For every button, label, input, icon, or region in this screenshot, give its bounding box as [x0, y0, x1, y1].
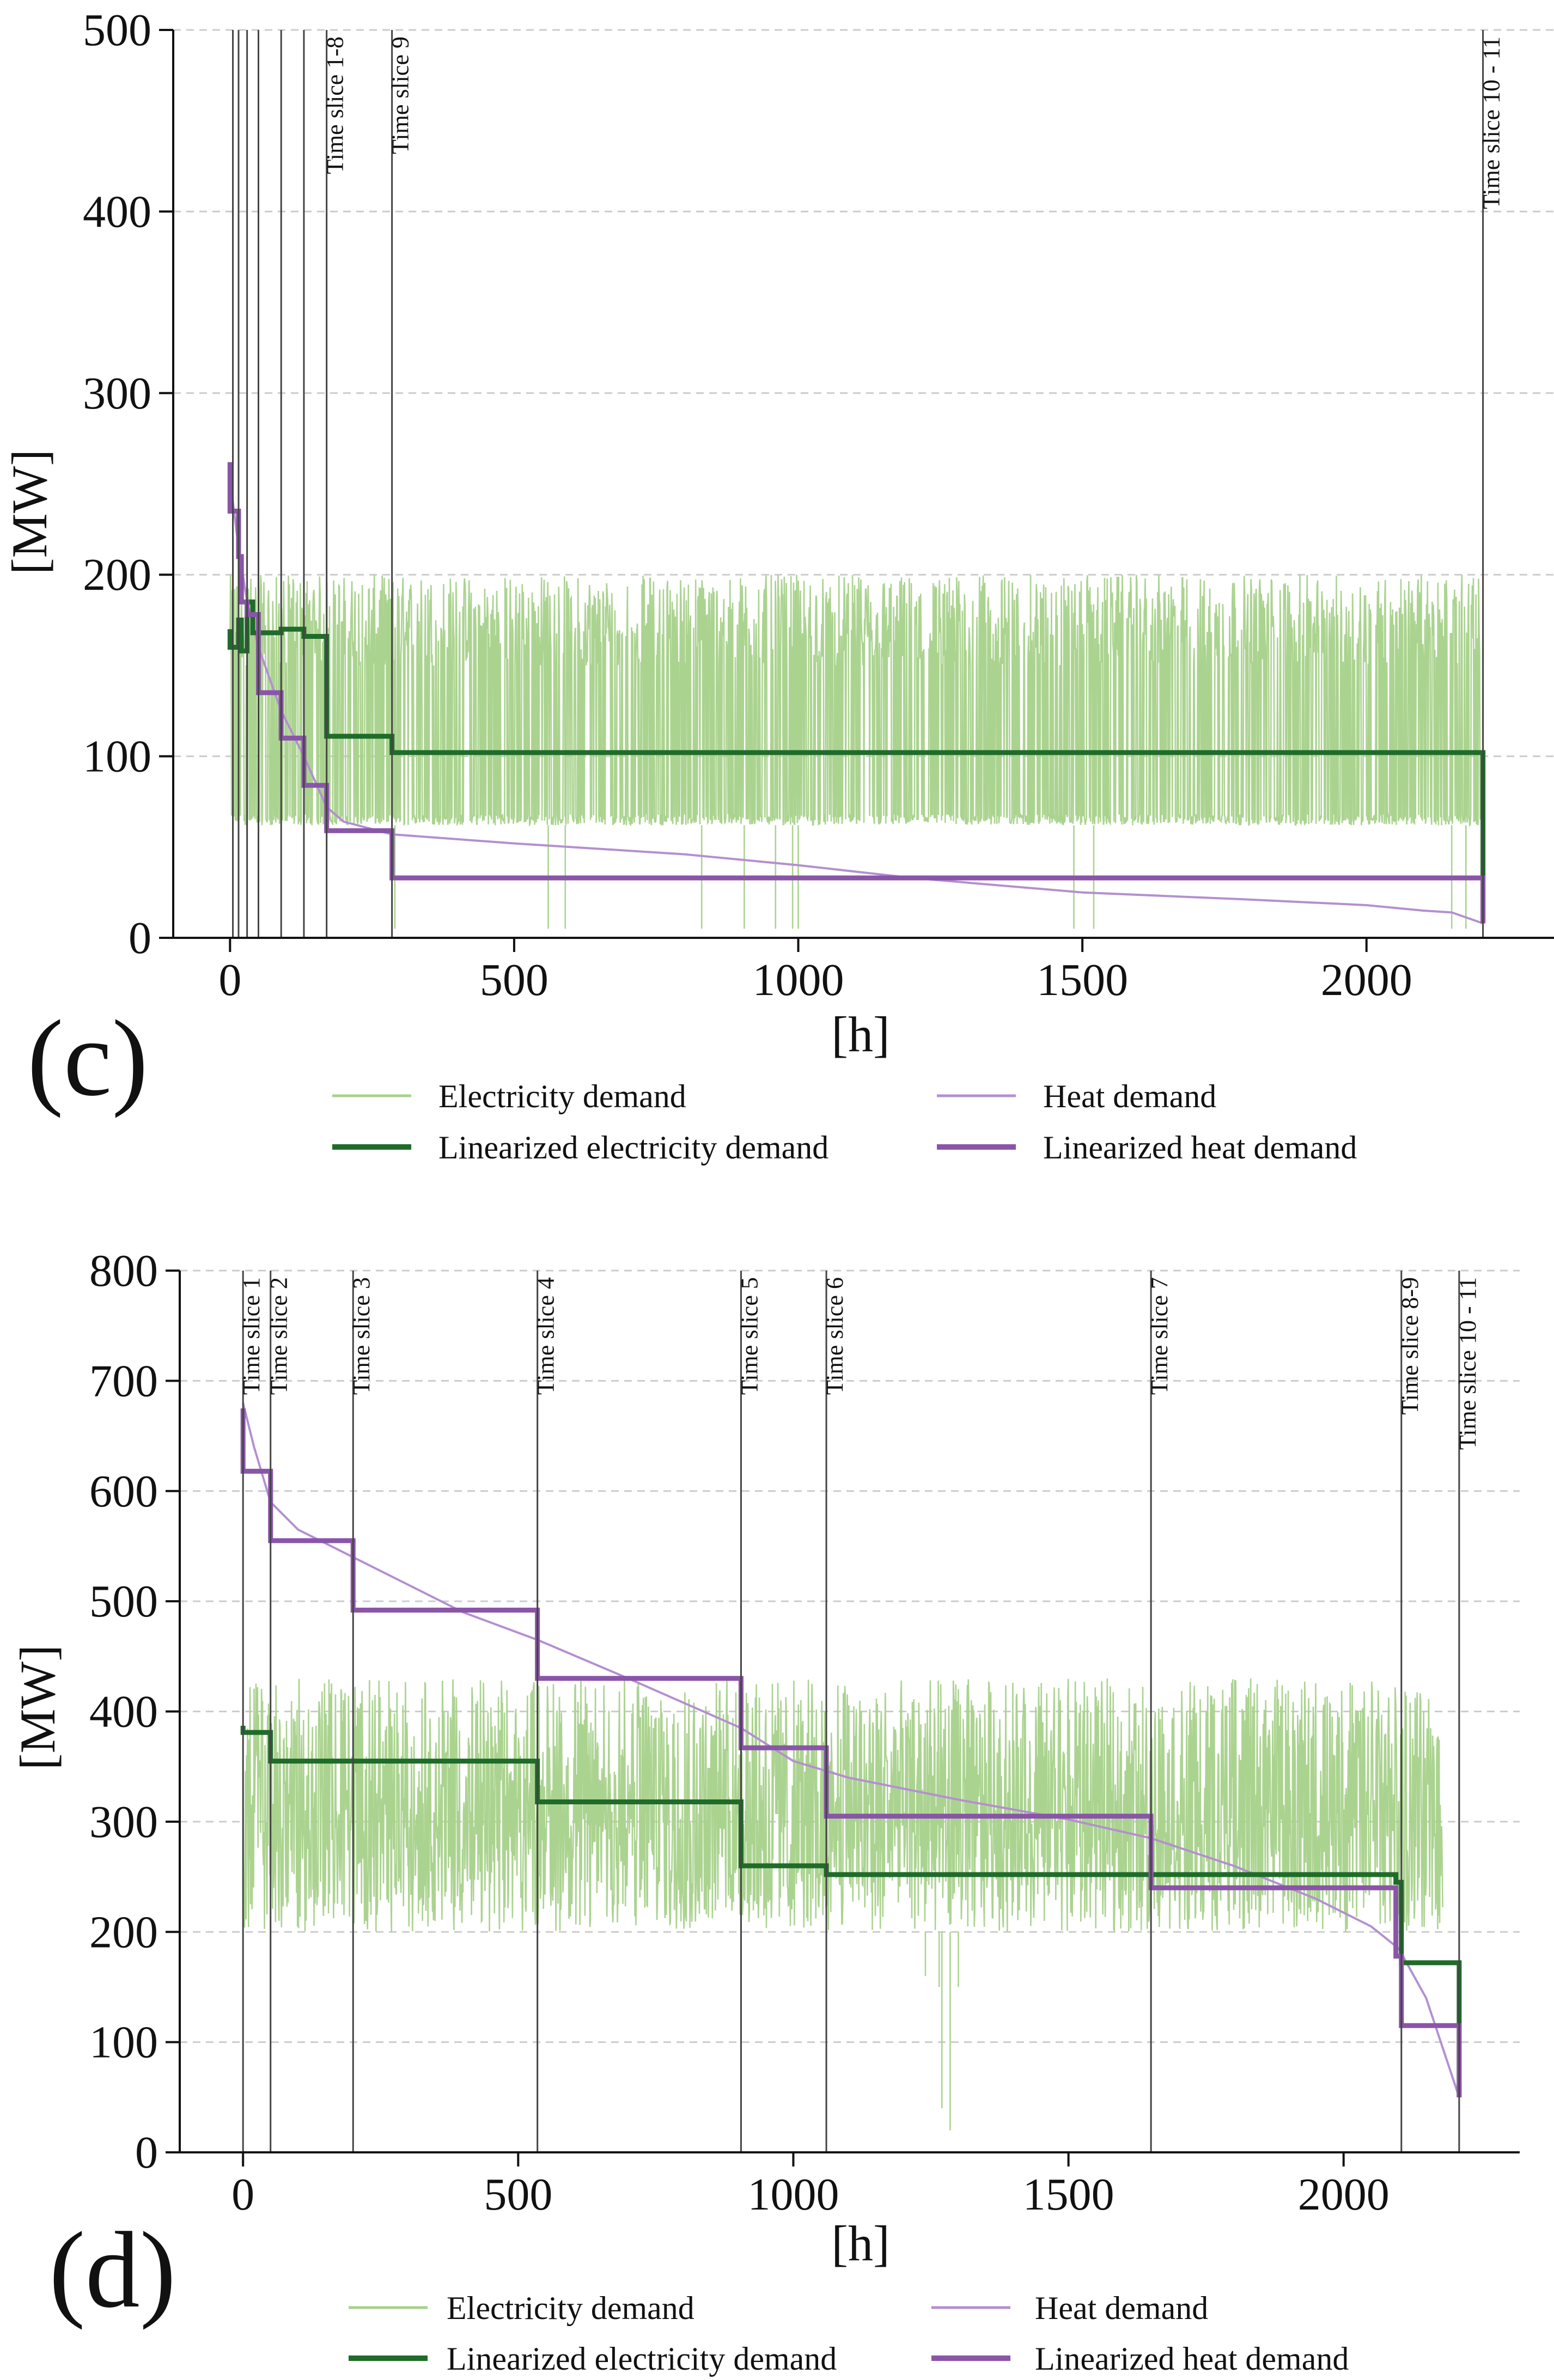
time-slice-label-2: Time slice 3 [348, 1277, 375, 1395]
time-slice-label-7: Time slice 8-9 [1397, 1277, 1423, 1415]
x-tick-label-2000: 2000 [1298, 2169, 1390, 2220]
panel-c-ticks: 0 100 200 300 400 500 0 500 1000 1500 2000 [83, 5, 1412, 1005]
y-tick-label-0: 0 [129, 913, 151, 963]
panel-d-legend: Electricity demand Linearized electricit… [349, 2290, 1349, 2377]
panel-c-x-axis-title: [h] [831, 1006, 889, 1062]
time-slice-label-4: Time slice 5 [736, 1277, 763, 1395]
panel-d-grid [180, 1270, 1520, 2043]
panel-c-axes [172, 30, 1554, 939]
panel-d-series [240, 1402, 1462, 2131]
panel-d-ticks: 0 100 200 300 400 500 600 700 800 0 500 1000 1500 200… [89, 1246, 1390, 2220]
panel-d-x-axis-title: [h] [831, 2216, 889, 2271]
legend-c-heat-label: Heat demand [1043, 1078, 1216, 1114]
y-tick-label-300: 300 [89, 1797, 158, 1847]
y-tick-label-400: 400 [89, 1687, 158, 1737]
time-slice-label-6: Time slice 1-8 [322, 36, 349, 174]
time-slice-label-6: Time slice 7 [1146, 1277, 1173, 1395]
y-tick-label-700: 700 [89, 1356, 158, 1406]
x-tick-label-0: 0 [231, 2169, 254, 2220]
panel-c-y-axis-title: [MW] [2, 449, 57, 575]
x-tick-label-500: 500 [480, 955, 549, 1005]
x-tick-label-1500: 1500 [1023, 2169, 1114, 2220]
x-tick-label-0: 0 [218, 955, 241, 1005]
y-tick-label-200: 200 [89, 1907, 158, 1957]
x-tick-label-500: 500 [484, 2169, 552, 2220]
y-tick-label-100: 100 [89, 2017, 158, 2068]
x-tick-label-2000: 2000 [1321, 955, 1412, 1005]
panel-c-legend: Electricity demand Linearized electricit… [332, 1078, 1357, 1165]
heat-demand-line [242, 1402, 1460, 2098]
time-slice-label-0: Time slice 1 [238, 1277, 265, 1395]
y-tick-label-500: 500 [83, 5, 151, 56]
y-tick-label-500: 500 [89, 1576, 158, 1627]
x-tick-label-1000: 1000 [747, 2169, 839, 2220]
y-tick-label-600: 600 [89, 1466, 158, 1517]
legend-c-electricity-label: Electricity demand [438, 1078, 686, 1114]
time-slice-label-3: Time slice 4 [533, 1277, 559, 1395]
x-tick-label-1000: 1000 [753, 955, 844, 1005]
panel-d-time-slices: Time slice 1 Time slice 2 Time slice 3 Time… [238, 1271, 1481, 2152]
time-slice-label-7: Time slice 9 [387, 36, 414, 154]
linearized-heat-demand-line [240, 1408, 1462, 2097]
y-tick-label-0: 0 [135, 2127, 158, 2178]
time-slice-label-1: Time slice 2 [266, 1277, 292, 1395]
time-slice-label-8: Time slice 10 - 11 [1478, 36, 1505, 209]
legend-d-heat-label: Heat demand [1035, 2290, 1208, 2326]
panel-c-label: (c) [27, 998, 148, 1119]
panel-d-label: (d) [49, 2210, 176, 2330]
chart-panel-c: Time slice 1-8 Time slice 9 Time slice 10 … [0, 0, 1554, 1171]
x-tick-label-1500: 1500 [1037, 955, 1128, 1005]
legend-c-linear-electricity-label: Linearized electricity demand [438, 1130, 828, 1165]
panel-c-time-slices: Time slice 1-8 Time slice 9 Time slice 10 … [232, 30, 1505, 938]
y-tick-label-200: 200 [83, 550, 151, 600]
legend-d-linear-electricity-label: Linearized electricity demand [447, 2341, 837, 2377]
y-tick-label-100: 100 [83, 731, 151, 782]
time-slice-label-5: Time slice 6 [821, 1277, 848, 1395]
electricity-demand-line [242, 1678, 1443, 2131]
time-slice-label-8: Time slice 10 - 11 [1454, 1277, 1481, 1450]
chart-panel-d: Time slice 1 Time slice 2 Time slice 3 Time… [10, 1246, 1520, 2377]
legend-c-linear-heat-label: Linearized heat demand [1043, 1130, 1357, 1165]
legend-d-linear-heat-label: Linearized heat demand [1035, 2341, 1349, 2377]
y-tick-label-300: 300 [83, 368, 151, 419]
legend-d-electricity-label: Electricity demand [447, 2290, 694, 2326]
panel-d-y-axis-title: [MW] [10, 1645, 65, 1770]
y-tick-label-400: 400 [83, 186, 151, 237]
y-tick-label-800: 800 [89, 1246, 158, 1296]
